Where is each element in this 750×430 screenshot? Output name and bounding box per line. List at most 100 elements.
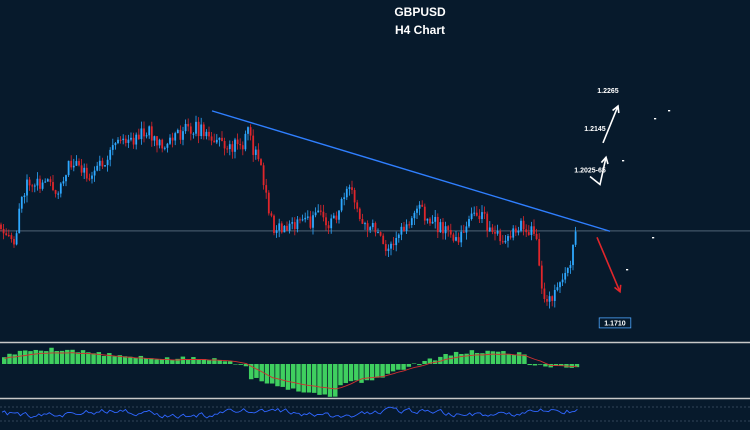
- candle-body: [106, 159, 109, 166]
- macd-bar: [427, 358, 433, 364]
- macd-bar: [306, 364, 312, 393]
- macd-bar: [128, 356, 133, 364]
- macd-bar: [322, 364, 327, 395]
- candle-body: [291, 222, 294, 224]
- candle-body: [400, 226, 403, 235]
- candle-body: [338, 210, 340, 220]
- candle-body: [449, 229, 452, 235]
- candle-body: [470, 213, 473, 220]
- macd-bar: [191, 357, 196, 364]
- macd-bar: [201, 359, 207, 364]
- candle-body: [44, 181, 47, 183]
- candle-body: [548, 296, 551, 302]
- macd-bar: [75, 352, 81, 364]
- macd-bar: [317, 364, 322, 395]
- macd-bar: [70, 349, 75, 364]
- macd-bar: [485, 350, 490, 364]
- candle-body: [494, 231, 496, 234]
- macd-panel: [2, 347, 580, 397]
- candle-body: [202, 124, 205, 137]
- candle-body: [348, 187, 351, 189]
- candle-body: [501, 241, 504, 243]
- macd-bar: [185, 359, 191, 364]
- candle-body: [413, 212, 416, 219]
- candle-body: [2, 229, 5, 234]
- candle-body: [265, 185, 268, 193]
- candle-body: [486, 213, 489, 232]
- macd-bar: [65, 349, 70, 364]
- rsi-panel: [0, 406, 750, 422]
- candle-body: [257, 149, 260, 160]
- candle-body: [564, 272, 567, 280]
- macd-bar: [196, 359, 201, 364]
- candle-body: [114, 143, 117, 146]
- macd-bar: [248, 364, 254, 380]
- candle-body: [130, 137, 132, 140]
- macd-bar: [354, 364, 359, 381]
- candle-body: [101, 160, 104, 167]
- candle-body: [210, 136, 213, 141]
- candle-body: [132, 137, 135, 145]
- candle-body: [514, 228, 517, 233]
- candle-body: [41, 182, 44, 189]
- candle-body: [369, 227, 372, 231]
- candle-body: [39, 178, 41, 189]
- candle-body: [72, 165, 75, 168]
- price-label-box: [598, 317, 632, 329]
- macd-bar: [417, 364, 422, 366]
- macd-bar: [453, 351, 459, 364]
- candle-body: [429, 218, 431, 224]
- macd-bar: [490, 351, 496, 364]
- macd-bar: [227, 361, 233, 364]
- candle-body: [239, 144, 242, 146]
- candle-body: [236, 139, 239, 145]
- candle-body: [423, 206, 426, 221]
- macd-bar: [285, 364, 291, 390]
- macd-bar: [86, 352, 91, 364]
- candle-body: [158, 139, 161, 146]
- candle-body: [397, 234, 400, 238]
- candle-body: [65, 175, 67, 182]
- macd-bar: [537, 364, 543, 365]
- macd-bar: [385, 364, 391, 374]
- candle-body: [452, 234, 455, 241]
- candle-body: [262, 165, 265, 186]
- candle-body: [299, 219, 301, 221]
- candle-body: [0, 224, 2, 230]
- candle-body: [80, 165, 83, 173]
- macd-bar: [54, 351, 59, 364]
- macd-bar: [101, 355, 107, 364]
- candle-body: [234, 139, 236, 152]
- candle-body: [46, 179, 49, 182]
- candle-body: [314, 212, 317, 216]
- candle-body: [416, 208, 418, 213]
- candle-body: [49, 179, 52, 183]
- candle-body: [96, 165, 99, 171]
- candle-body: [111, 145, 114, 150]
- candle-body: [226, 148, 229, 150]
- projection-arrows: [589, 104, 622, 294]
- candle-body: [546, 298, 548, 302]
- candle-body: [504, 240, 507, 243]
- candle-body: [244, 133, 247, 150]
- candle-body: [208, 131, 210, 137]
- candle-body: [460, 231, 463, 243]
- candle-body: [377, 232, 379, 234]
- candle-body: [387, 248, 390, 252]
- macd-bar: [438, 356, 443, 364]
- macd-bar: [553, 364, 559, 366]
- candle-body: [421, 204, 424, 207]
- candle-body: [148, 126, 151, 136]
- candle-body: [410, 218, 413, 226]
- macd-bar: [269, 364, 275, 384]
- arrow-head: [612, 104, 620, 114]
- candle-body: [54, 190, 57, 194]
- candle-body: [434, 216, 437, 222]
- candle-body: [345, 188, 348, 198]
- candle-body: [57, 193, 60, 195]
- macd-bar: [511, 354, 517, 364]
- macd-bar: [96, 352, 102, 364]
- candle-body: [249, 127, 252, 136]
- candle-body: [351, 187, 353, 191]
- candle-body: [88, 178, 91, 180]
